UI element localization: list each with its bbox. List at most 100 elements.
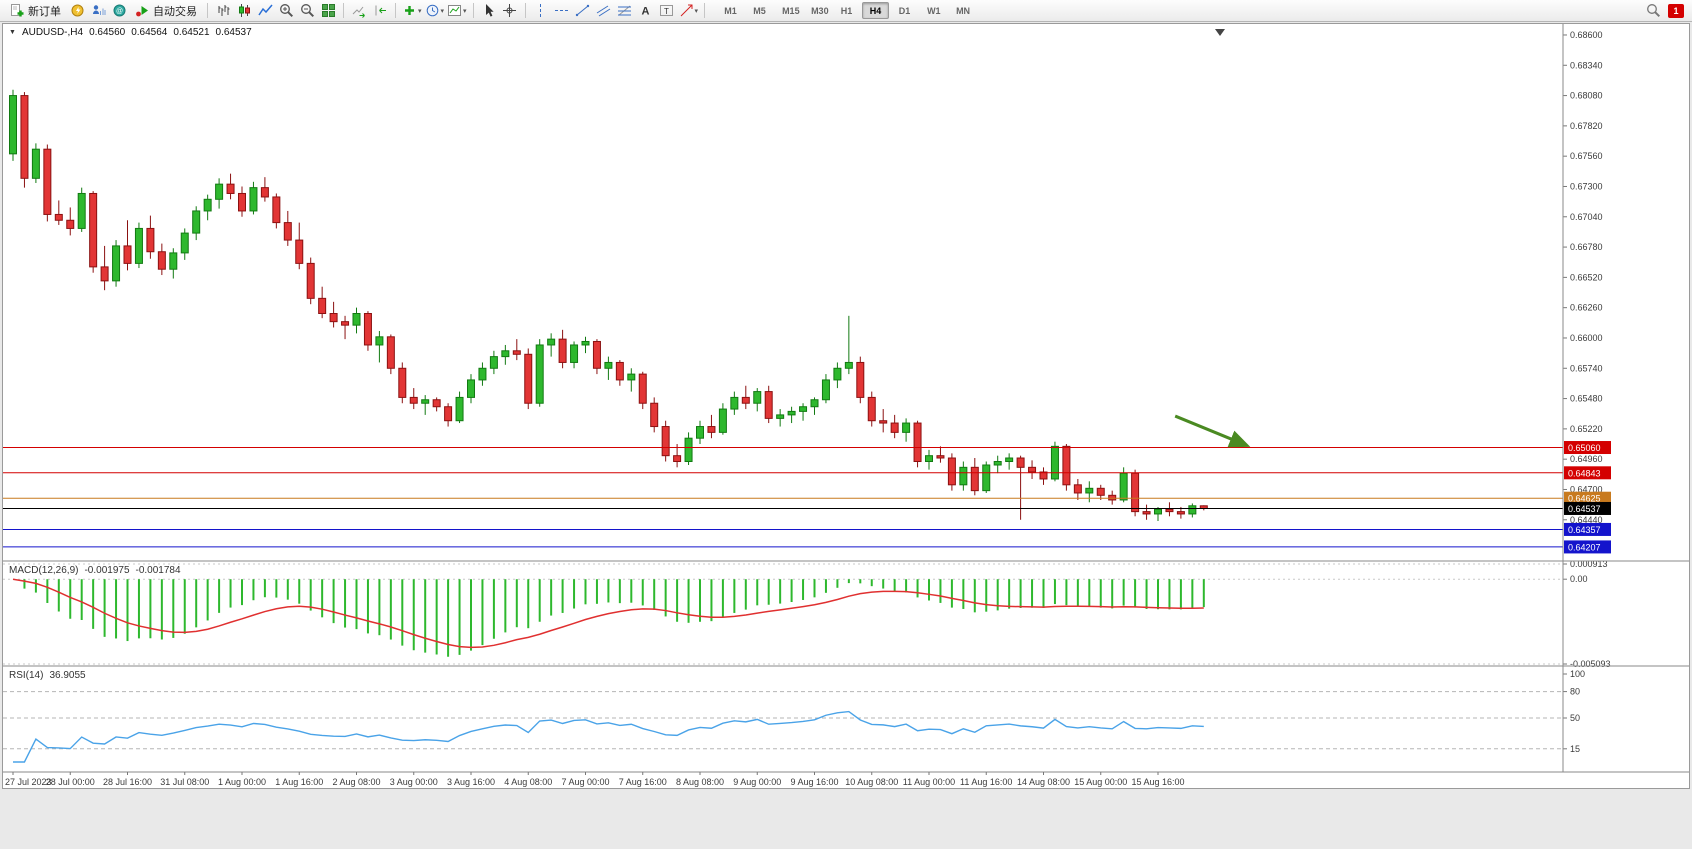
timeframe-button-mn[interactable]: MN (949, 2, 976, 19)
candlestick-mode-icon[interactable] (234, 1, 254, 20)
macd-panel-label: MACD(12,26,9) -0.001975 -0.001784 (9, 565, 181, 576)
chart-window: 0.68600 0.68340 0.68080 0.67820 0.67560 0.673… (2, 23, 1690, 789)
svg-text:80: 80 (1570, 687, 1580, 697)
timeframe-button-h1[interactable]: H1 (833, 2, 860, 19)
toolbar-separator (343, 3, 344, 18)
svg-text:0.000913: 0.000913 (1570, 559, 1608, 569)
autotrading-icon (136, 6, 148, 17)
timeframe-button-m15[interactable]: M15 (775, 2, 802, 19)
svg-text:0.65220: 0.65220 (1570, 424, 1603, 434)
svg-text:3 Aug 16:00: 3 Aug 16:00 (447, 777, 495, 787)
crosshair-tool-icon[interactable] (500, 1, 520, 20)
svg-text:0.66780: 0.66780 (1570, 242, 1603, 252)
price-tag-0.64625: 0.64625 (1564, 491, 1611, 505)
timeframe-toolbar: M1 M5 M15 M30 H1 H4 D1 W1 MN (716, 2, 977, 19)
metaeditor-icon[interactable] (67, 1, 87, 20)
text-tool-icon[interactable]: A (636, 1, 656, 20)
rsi-line (13, 710, 1204, 763)
svg-text:27 Jul 2023: 27 Jul 2023 (5, 777, 52, 787)
rsi-panel-label: RSI(14) 36.9055 (9, 670, 86, 681)
chart-shift-marker[interactable] (1215, 29, 1225, 36)
svg-text:28 Jul 16:00: 28 Jul 16:00 (103, 777, 152, 787)
macd-value-signal: -0.001784 (135, 565, 181, 576)
svg-text:0.65480: 0.65480 (1570, 394, 1603, 404)
search-icon[interactable] (1643, 1, 1663, 20)
quote-low: 0.64521 (173, 27, 210, 38)
bar-chart-mode-icon[interactable] (213, 1, 233, 20)
new-order-button[interactable]: 新订单 (5, 1, 66, 20)
svg-text:7 Aug 16:00: 7 Aug 16:00 (619, 777, 667, 787)
svg-text:28 Jul 00:00: 28 Jul 00:00 (46, 777, 95, 787)
channel-tool-icon[interactable] (594, 1, 614, 20)
macd-value-main: -0.001975 (84, 565, 130, 576)
timeframe-button-m5[interactable]: M5 (746, 2, 773, 19)
svg-text:0.68080: 0.68080 (1570, 91, 1603, 101)
toolbar-separator (472, 3, 474, 18)
cursor-tool-icon[interactable] (479, 1, 499, 20)
svg-text:7 Aug 00:00: 7 Aug 00:00 (561, 777, 609, 787)
one-click-trading-toggle[interactable]: ▼ (9, 29, 16, 36)
periods-menu-icon[interactable]: ▾ (424, 1, 446, 20)
timeframe-button-d1[interactable]: D1 (891, 2, 918, 19)
notification-badge[interactable]: 1 (1668, 3, 1684, 18)
fibonacci-tool-icon[interactable] (615, 1, 635, 20)
svg-text:0.67040: 0.67040 (1570, 212, 1603, 222)
timeframe-button-h4[interactable]: H4 (862, 2, 890, 19)
toolbar-right-group: 1 (1643, 1, 1687, 20)
svg-text:9 Aug 00:00: 9 Aug 00:00 (733, 777, 781, 787)
svg-text:2 Aug 08:00: 2 Aug 08:00 (332, 777, 380, 787)
chart-canvas[interactable]: 0.68600 0.68340 0.68080 0.67820 0.67560 0.673… (3, 24, 1689, 788)
shapes-arrows-menu-icon[interactable]: ▾ (678, 1, 700, 20)
svg-text:11 Aug 16:00: 11 Aug 16:00 (960, 777, 1012, 787)
vertical-line-tool-icon[interactable] (531, 1, 551, 20)
price-axis[interactable]: 0.68600 0.68340 0.68080 0.67820 0.67560 0.673… (1563, 30, 1603, 525)
indicators-menu-icon[interactable]: ▾ (401, 1, 423, 20)
quote-high: 0.64564 (131, 27, 168, 38)
svg-text:1 Aug 00:00: 1 Aug 00:00 (218, 777, 266, 787)
svg-text:T: T (664, 7, 669, 16)
horizontal-line-tool-icon[interactable] (552, 1, 572, 20)
price-tag-0.64537: 0.64537 (1564, 501, 1611, 515)
autotrading-button[interactable]: 自动交易 (130, 1, 202, 20)
zoom-out-icon[interactable] (297, 1, 317, 20)
svg-text:0.64207: 0.64207 (1568, 542, 1601, 552)
svg-text:4 Aug 08:00: 4 Aug 08:00 (504, 777, 552, 787)
chart-shift-icon[interactable] (370, 1, 390, 20)
svg-text:0.65060: 0.65060 (1568, 443, 1601, 453)
new-order-icon (11, 4, 24, 17)
zoom-in-icon[interactable] (276, 1, 296, 20)
price-tag-0.64843: 0.64843 (1564, 466, 1611, 480)
auto-scroll-icon[interactable] (349, 1, 369, 20)
quote-close: 0.64537 (215, 27, 252, 38)
price-tag-0.65060: 0.65060 (1564, 441, 1611, 455)
timeframe-button-m30[interactable]: M30 (804, 2, 831, 19)
trendline-tool-icon[interactable] (573, 1, 593, 20)
svg-text:0.64960: 0.64960 (1570, 454, 1603, 464)
tile-windows-icon[interactable] (318, 1, 338, 20)
quote-open: 0.64560 (89, 27, 126, 38)
line-chart-mode-icon[interactable] (255, 1, 275, 20)
svg-text:0.00: 0.00 (1570, 574, 1588, 584)
svg-text:10 Aug 08:00: 10 Aug 08:00 (845, 777, 898, 787)
price-tag-0.64357: 0.64357 (1564, 522, 1611, 536)
profiles-icon[interactable] (88, 1, 108, 20)
symbol-label: AUDUSD-,H4 (21, 27, 84, 38)
svg-text:0.66000: 0.66000 (1570, 333, 1603, 343)
templates-menu-icon[interactable]: ▾ (446, 1, 468, 20)
timeframe-button-m1[interactable]: M1 (717, 2, 744, 19)
toolbar-separator (207, 3, 208, 18)
svg-text:0.67820: 0.67820 (1570, 121, 1603, 131)
timeframe-button-w1[interactable]: W1 (920, 2, 947, 19)
symbol-info: ▼ AUDUSD-,H4 0.64560 0.64564 0.64521 0.6… (9, 27, 252, 38)
chart-background (3, 24, 1689, 788)
svg-text:0.64843: 0.64843 (1568, 468, 1601, 478)
community-icon[interactable]: @ (109, 1, 129, 20)
svg-text:0.68340: 0.68340 (1570, 60, 1603, 70)
trend-arrow-annotation[interactable] (1174, 414, 1251, 448)
svg-text:0.67300: 0.67300 (1570, 181, 1603, 191)
text-label-tool-icon[interactable]: T (657, 1, 677, 20)
autotrading-label: 自动交易 (153, 5, 197, 18)
candlestick-series (9, 89, 1208, 521)
